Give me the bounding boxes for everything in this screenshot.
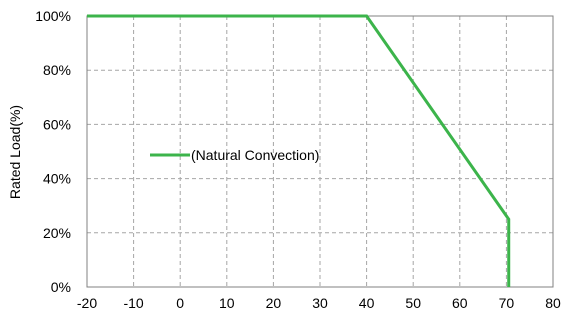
y-axis-label: Rated Load(%) — [7, 105, 23, 199]
y-tick-label: 20% — [43, 225, 71, 241]
x-tick-label: 70 — [499, 295, 515, 311]
y-axis-ticks: 0% 20% 40% 60% 80% 100% — [35, 8, 71, 295]
legend-label: (Natural Convection) — [191, 147, 319, 163]
y-tick-label: 100% — [35, 8, 71, 24]
y-tick-label: 80% — [43, 62, 71, 78]
x-tick-label: 50 — [405, 295, 421, 311]
x-tick-label: 30 — [312, 295, 328, 311]
x-tick-label: 60 — [452, 295, 468, 311]
x-tick-label: 10 — [219, 295, 235, 311]
x-tick-label: 0 — [176, 295, 184, 311]
series-layer — [87, 14, 511, 287]
y-tick-label: 40% — [43, 171, 71, 187]
x-axis-ticks: -20 -10 0 10 20 30 40 50 60 70 80 — [77, 295, 561, 311]
x-tick-label: -10 — [123, 295, 143, 311]
x-tick-label: -20 — [77, 295, 97, 311]
x-tick-label: 20 — [266, 295, 282, 311]
series-line — [87, 14, 511, 287]
grid — [87, 16, 553, 287]
x-tick-label: 40 — [359, 295, 375, 311]
y-tick-label: 60% — [43, 116, 71, 132]
legend: (Natural Convection) — [150, 147, 319, 163]
x-tick-label: 80 — [545, 295, 561, 311]
y-tick-label: 0% — [51, 279, 71, 295]
